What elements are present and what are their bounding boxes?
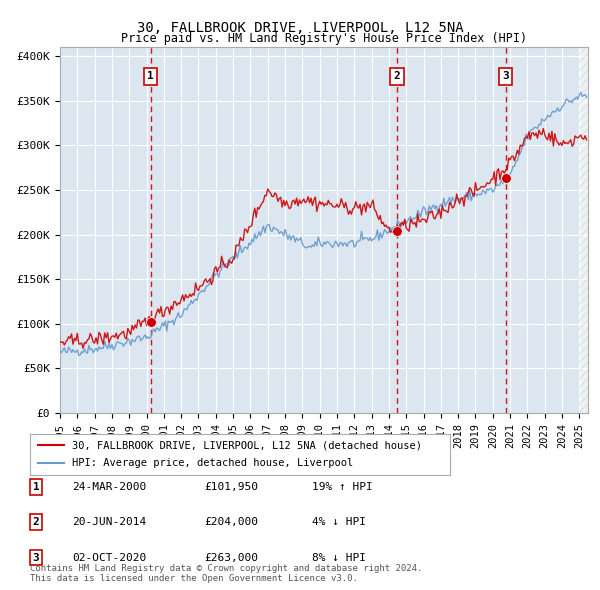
Text: 1: 1 — [147, 71, 154, 81]
Text: 8% ↓ HPI: 8% ↓ HPI — [312, 553, 366, 562]
Text: 20-JUN-2014: 20-JUN-2014 — [72, 517, 146, 527]
Text: Contains HM Land Registry data © Crown copyright and database right 2024.
This d: Contains HM Land Registry data © Crown c… — [30, 563, 422, 583]
Text: 19% ↑ HPI: 19% ↑ HPI — [312, 482, 373, 491]
Text: HPI: Average price, detached house, Liverpool: HPI: Average price, detached house, Live… — [72, 458, 353, 468]
Text: £101,950: £101,950 — [204, 482, 258, 491]
Text: 30, FALLBROOK DRIVE, LIVERPOOL, L12 5NA (detached house): 30, FALLBROOK DRIVE, LIVERPOOL, L12 5NA … — [72, 440, 422, 450]
Text: 30, FALLBROOK DRIVE, LIVERPOOL, L12 5NA: 30, FALLBROOK DRIVE, LIVERPOOL, L12 5NA — [137, 21, 463, 35]
Title: Price paid vs. HM Land Registry's House Price Index (HPI): Price paid vs. HM Land Registry's House … — [121, 32, 527, 45]
Text: 3: 3 — [32, 553, 40, 562]
Text: 24-MAR-2000: 24-MAR-2000 — [72, 482, 146, 491]
Text: 1: 1 — [32, 482, 40, 491]
Text: 3: 3 — [502, 71, 509, 81]
Text: 2: 2 — [32, 517, 40, 527]
Text: 4% ↓ HPI: 4% ↓ HPI — [312, 517, 366, 527]
Text: £263,000: £263,000 — [204, 553, 258, 562]
Text: 02-OCT-2020: 02-OCT-2020 — [72, 553, 146, 562]
Text: 2: 2 — [394, 71, 400, 81]
Bar — [580, 47, 588, 413]
Text: £204,000: £204,000 — [204, 517, 258, 527]
